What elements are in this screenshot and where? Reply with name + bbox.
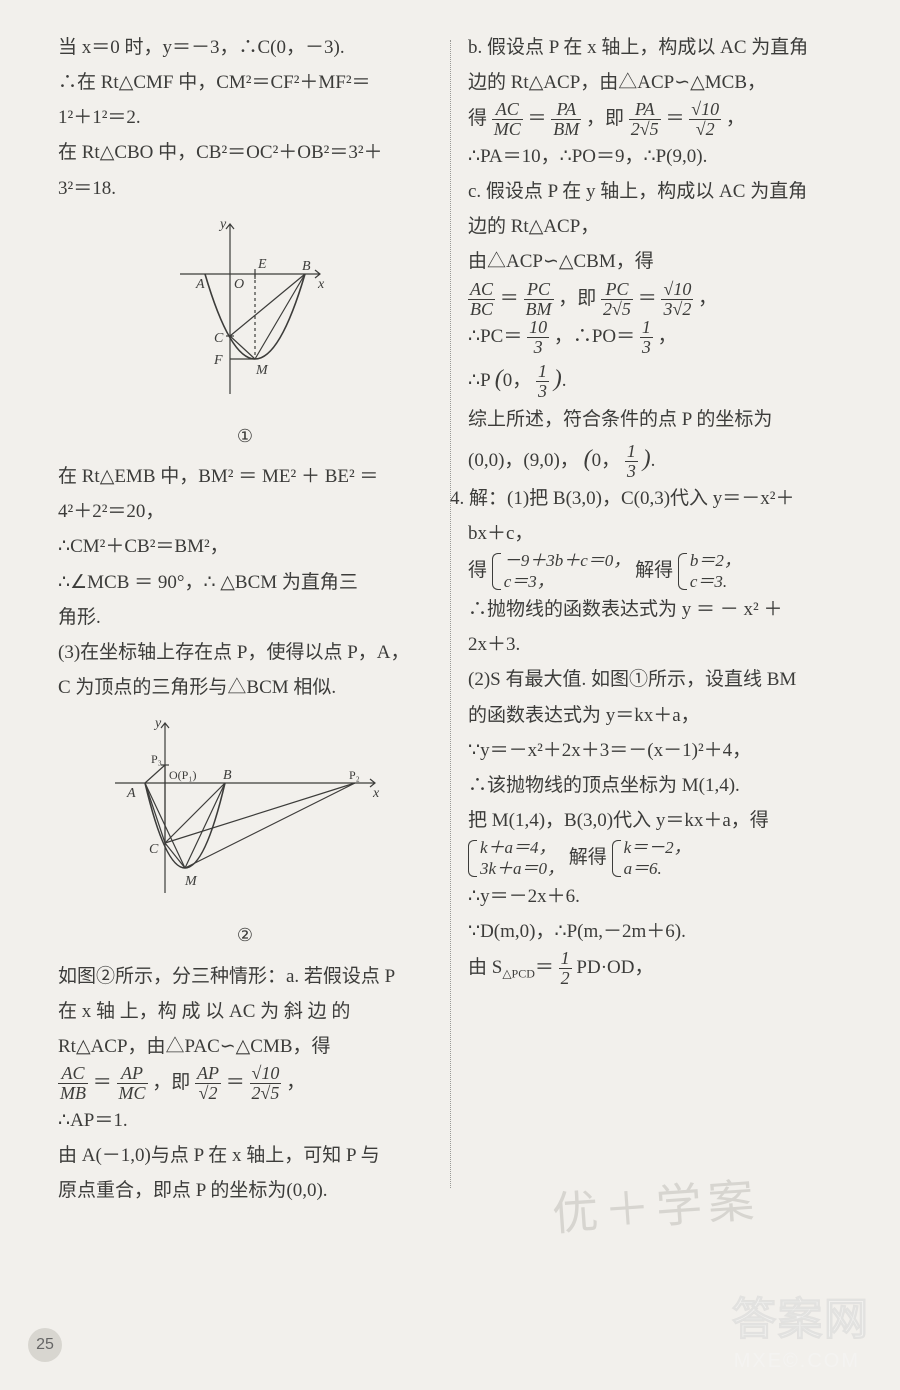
equation: 由 S△PCD＝ 12 PD·OD，	[468, 949, 842, 988]
text-line: 在 Rt△EMB 中，BM² ＝ ME² ＋ BE² ＝	[58, 459, 432, 494]
text-line: 原点重合，即点 P 的坐标为(0,0).	[58, 1173, 432, 1208]
text-line: ∵D(m,0)，∴P(m,－2m＋6).	[468, 914, 842, 949]
svg-text:P₃: P₃	[151, 752, 162, 766]
text-line: ∴y＝－2x＋6.	[468, 879, 842, 914]
equation: (0,0)，(9,0)， (0， 13 ).	[468, 437, 842, 481]
text-line: ∴在 Rt△CMF 中，CM²＝CF²＋MF²＝	[58, 65, 432, 100]
equation: ∴PC＝ 103 ，∴PO＝ 13 ，	[468, 318, 842, 357]
text-line: ∴PA＝10，∴PO＝9，∴P(9,0).	[468, 139, 842, 174]
equation: ACBC ＝ PCBM ，即 PC2√5 ＝ √103√2 ，	[468, 280, 842, 319]
right-column: b. 假设点 P 在 x 轴上，构成以 AC 为直角 边的 Rt△ACP，由△A…	[450, 30, 860, 1208]
equation: 得 －9＋3b＋c＝0， c＝3， 解得 b＝2， c＝3.	[468, 551, 842, 592]
svg-text:M: M	[255, 363, 269, 378]
text-line: ∵y＝－x²＋2x＋3＝－(x－1)²＋4，	[468, 733, 842, 768]
equation: k＋a＝4， 3k＋a＝0， 解得 k＝－2， a＝6.	[468, 838, 842, 879]
svg-text:O(P₁): O(P₁)	[169, 768, 197, 782]
text-line: ∴AP＝1.	[58, 1103, 432, 1138]
svg-text:A: A	[195, 277, 205, 292]
equation: ACMB ＝ APMC ，即 AP√2 ＝ √102√5 ，	[58, 1064, 432, 1103]
text-line: ∴∠MCB ＝ 90°，∴ △BCM 为直角三	[58, 565, 432, 600]
text-line: 4. 解：(1)把 B(3,0)，C(0,3)代入 y＝－x²＋	[450, 481, 842, 516]
svg-text:B: B	[302, 259, 311, 274]
equation: 得 ACMC ＝ PABM ，即 PA2√5 ＝ √10√2 ，	[468, 100, 842, 139]
text-line: 由△ACP∽△CBM，得	[468, 244, 842, 279]
figure-1: y x A O E B C F M	[58, 214, 432, 416]
svg-text:O: O	[234, 277, 244, 292]
svg-text:M: M	[184, 874, 198, 889]
svg-text:x: x	[372, 786, 380, 801]
svg-text:y: y	[153, 716, 162, 731]
text-line: 在 x 轴 上，构 成 以 AC 为 斜 边 的	[58, 994, 432, 1029]
text-line: 当 x＝0 时，y＝－3，∴C(0，－3).	[58, 30, 432, 65]
text-line: 4²＋2²＝20，	[58, 494, 432, 529]
text-line: 把 M(1,4)，B(3,0)代入 y＝kx＋a，得	[468, 803, 842, 838]
svg-text:C: C	[149, 842, 159, 857]
text-line: 在 Rt△CBO 中，CB²＝OC²＋OB²＝3²＋	[58, 135, 432, 170]
text-line: ∴抛物线的函数表达式为 y ＝ － x² ＋	[468, 592, 842, 627]
text-line: b. 假设点 P 在 x 轴上，构成以 AC 为直角	[468, 30, 842, 65]
svg-text:x: x	[317, 277, 325, 292]
svg-text:C: C	[214, 331, 224, 346]
watermark-brand: 优＋学案	[549, 1158, 762, 1257]
svg-text:y: y	[218, 217, 227, 232]
text-line: c. 假设点 P 在 y 轴上，构成以 AC 为直角	[468, 174, 842, 209]
figure-2: y x A O(P₁) P₃ B P₂ C M	[58, 713, 432, 915]
svg-text:A: A	[126, 786, 136, 801]
text-line: 边的 Rt△ACP，由△ACP∽△MCB，	[468, 65, 842, 100]
text-line: ∴CM²＋CB²＝BM²，	[58, 529, 432, 564]
column-divider	[450, 40, 451, 1188]
text-line: (2)S 有最大值. 如图①所示，设直线 BM	[468, 662, 842, 697]
text-line: 边的 Rt△ACP，	[468, 209, 842, 244]
text-line: 综上所述，符合条件的点 P 的坐标为	[468, 402, 842, 437]
text-line: 3²＝18.	[58, 171, 432, 206]
figure-2-caption: ②	[58, 919, 432, 952]
svg-text:E: E	[257, 257, 267, 272]
text-line: C 为顶点的三角形与△BCM 相似.	[58, 670, 432, 705]
page-number: 25	[28, 1328, 62, 1362]
text-line: 1²＋1²＝2.	[58, 100, 432, 135]
text-line: 由 A(－1,0)与点 P 在 x 轴上，可知 P 与	[58, 1138, 432, 1173]
text-line: bx＋c，	[468, 516, 842, 551]
text-line: Rt△ACP，由△PAC∽△CMB，得	[58, 1029, 432, 1064]
figure-1-caption: ①	[58, 420, 432, 453]
text-line: 如图②所示，分三种情形：a. 若假设点 P	[58, 959, 432, 994]
svg-text:P₂: P₂	[349, 768, 360, 782]
svg-text:F: F	[213, 353, 223, 368]
text-line: 角形.	[58, 600, 432, 635]
svg-text:B: B	[223, 768, 232, 783]
text-line: 的函数表达式为 y＝kx＋a，	[468, 698, 842, 733]
watermark-url: MXE©.COM	[734, 1343, 860, 1380]
text-line: (3)在坐标轴上存在点 P，使得以点 P，A，	[58, 635, 432, 670]
text-line: 2x＋3.	[468, 627, 842, 662]
text-line: ∴该抛物线的顶点坐标为 M(1,4).	[468, 768, 842, 803]
equation: ∴P (0， 13 ).	[468, 357, 842, 401]
left-column: 当 x＝0 时，y＝－3，∴C(0，－3). ∴在 Rt△CMF 中，CM²＝C…	[40, 30, 450, 1208]
